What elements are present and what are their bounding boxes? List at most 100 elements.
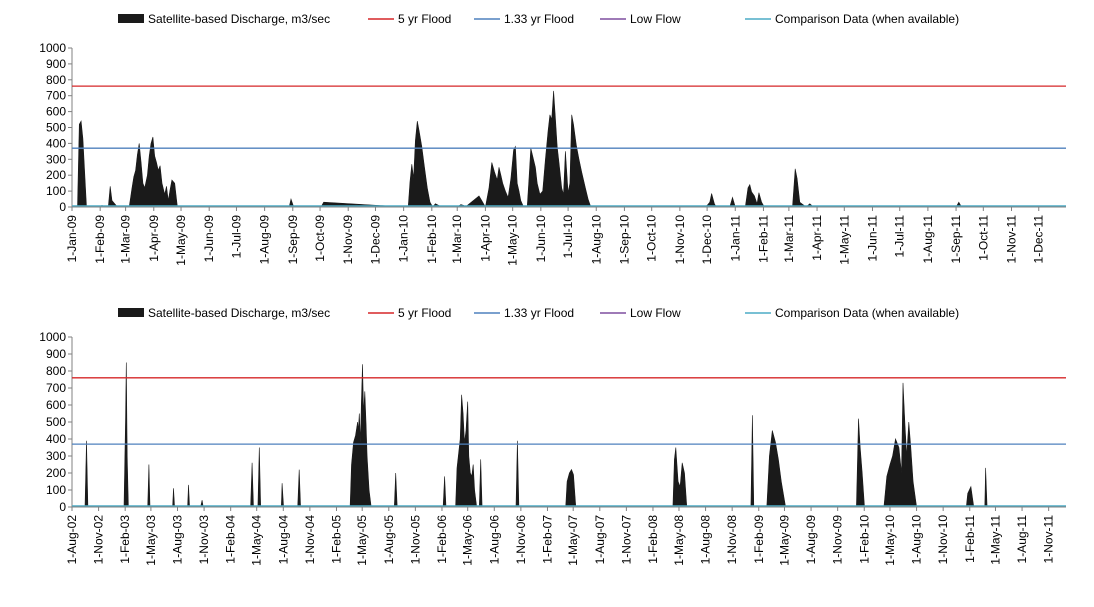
y-tick-label: 700 [46, 89, 66, 103]
x-tick-label: 1-Nov-02 [92, 515, 106, 565]
x-tick-label: 1-Nov-10 [936, 515, 950, 565]
legend-label-flood5: 5 yr Flood [398, 12, 451, 26]
x-tick-label: 1-Aug-03 [171, 515, 185, 565]
x-tick-label: 1-May-11 [989, 515, 1003, 565]
x-tick-label: 1-Jan-11 [728, 215, 742, 262]
x-tick-label: 1-Jan-10 [397, 215, 411, 263]
x-tick-label: 1-Oct-11 [976, 215, 990, 261]
x-tick-label: 1-Feb-11 [756, 215, 770, 263]
x-tick-label: 1-Jun-09 [202, 215, 216, 263]
x-tick-label: 1-Jul-10 [561, 215, 575, 259]
x-tick-label: 1-Sep-11 [949, 215, 963, 264]
y-tick-label: 800 [46, 73, 66, 87]
x-tick-label: 1-Apr-09 [147, 215, 161, 262]
discharge-chart-2002-2011: Satellite-based Discharge, m3/sec 5 yr Fl… [0, 300, 1094, 607]
legend-label-discharge: Satellite-based Discharge, m3/sec [148, 12, 330, 26]
x-tick-label: 1-Jul-09 [230, 215, 244, 259]
x-tick-label: 1-Dec-11 [1032, 215, 1046, 264]
x-tick-label: 1-Feb-11 [963, 515, 977, 563]
x-tick-label: 1-Aug-11 [1015, 515, 1029, 564]
x-tick-label: 1-Dec-09 [369, 215, 383, 265]
x-tick-label: 1-May-04 [250, 515, 264, 566]
x-tick-label: 1-Sep-10 [617, 215, 631, 265]
x-tick-label: 1-May-10 [883, 515, 897, 566]
y-tick-label: 300 [46, 152, 66, 166]
x-tick-label: 1-Aug-05 [382, 515, 396, 565]
x-tick-label: 1-Mar-10 [450, 215, 464, 264]
x-tick-label: 1-Aug-09 [804, 515, 818, 565]
y-tick-label: 1000 [39, 41, 66, 55]
y-tick-label: 900 [46, 57, 66, 71]
y-tick-label: 900 [46, 347, 66, 361]
x-tick-label: 1-Mar-09 [119, 215, 133, 264]
legend-item-comparison: Comparison Data (when available) [745, 306, 959, 320]
x-tick-label: 1-Apr-10 [478, 215, 492, 262]
x-tick-label: 1-Nov-05 [408, 515, 422, 565]
legend-label-lowflow: Low Flow [630, 12, 681, 26]
legend-label-flood5: 5 yr Flood [398, 306, 451, 320]
y-tick-label: 200 [46, 466, 66, 480]
x-tick-label: 1-Feb-07 [541, 515, 555, 564]
legend-swatch-discharge [118, 308, 144, 317]
x-tick-label: 1-Feb-08 [646, 515, 660, 564]
y-tick-label: 600 [46, 398, 66, 412]
x-tick-label: 1-Jun-10 [534, 215, 548, 263]
legend-item-flood133: 1.33 yr Flood [474, 306, 574, 320]
y-tick-label: 500 [46, 121, 66, 135]
x-tick-label: 1-Aug-02 [65, 515, 79, 565]
x-tick-label: 1-Feb-09 [752, 515, 766, 564]
x-tick-label: 1-Jul-11 [893, 215, 907, 258]
legend-item-flood133: 1.33 yr Flood [474, 12, 574, 26]
discharge-area-bottom [72, 362, 988, 508]
legend-label-comparison: Comparison Data (when available) [775, 306, 959, 320]
x-tick-label: 1-May-03 [144, 515, 158, 566]
x-tick-label: 1-Nov-03 [197, 515, 211, 565]
x-tick-label: 1-Aug-04 [276, 515, 290, 565]
legend-label-flood133: 1.33 yr Flood [504, 12, 574, 26]
y-tick-label: 1000 [39, 330, 66, 344]
x-tick-label: 1-Dec-10 [700, 215, 714, 265]
x-tick-label: 1-Feb-09 [93, 215, 107, 264]
x-tick-label: 1-Aug-10 [589, 215, 603, 265]
x-tick-label: 1-Aug-10 [910, 515, 924, 565]
x-tick-label: 1-Jan-09 [65, 215, 79, 263]
x-tick-label: 1-May-05 [355, 515, 369, 566]
y-tick-label: 100 [46, 184, 66, 198]
x-tick-label: 1-Aug-11 [921, 215, 935, 264]
x-tick-label: 1-Nov-08 [725, 515, 739, 565]
x-tick-label: 1-Nov-06 [514, 515, 528, 565]
x-tick-label: 1-Oct-09 [313, 215, 327, 262]
y-tick-label: 600 [46, 105, 66, 119]
x-tick-label: 1-Nov-10 [673, 215, 687, 265]
y-tick-label: 400 [46, 432, 66, 446]
discharge-chart-2009-2011: Satellite-based Discharge, m3/sec 5 yr Fl… [0, 0, 1094, 300]
x-tick-label: 1-Aug-06 [487, 515, 501, 565]
x-tick-label: 1-Feb-05 [330, 515, 344, 564]
legend-label-discharge: Satellite-based Discharge, m3/sec [148, 306, 330, 320]
x-tick-label: 1-Feb-03 [118, 515, 132, 564]
x-tick-label: 1-Nov-09 [341, 215, 355, 265]
x-tick-label: 1-Nov-09 [831, 515, 845, 565]
legend-item-comparison: Comparison Data (when available) [745, 12, 959, 26]
x-tick-label: 1-May-09 [778, 515, 792, 566]
x-tick-label: 1-Nov-07 [619, 515, 633, 565]
y-tick-label: 100 [46, 483, 66, 497]
y-tick-label: 0 [59, 500, 66, 514]
x-tick-label: 1-May-08 [672, 515, 686, 566]
x-tick-label: 1-May-07 [566, 515, 580, 566]
legend-item-flood5: 5 yr Flood [368, 12, 451, 26]
legend-label-flood133: 1.33 yr Flood [504, 306, 574, 320]
x-tick-label: 1-May-10 [506, 215, 520, 266]
legend-swatch-discharge [118, 14, 144, 23]
x-tick-label: 1-Feb-04 [224, 515, 238, 564]
discharge-area-top [72, 90, 963, 208]
x-tick-label: 1-May-09 [174, 215, 188, 266]
y-tick-label: 0 [59, 200, 66, 214]
x-tick-label: 1-Nov-11 [1005, 215, 1019, 264]
legend-item-lowflow: Low Flow [600, 306, 681, 320]
y-tick-label: 400 [46, 136, 66, 150]
x-tick-label: 1-May-11 [837, 215, 851, 265]
legend-label-comparison: Comparison Data (when available) [775, 12, 959, 26]
x-tick-label: 1-Aug-08 [699, 515, 713, 565]
x-tick-label: 1-Nov-11 [1042, 515, 1056, 564]
